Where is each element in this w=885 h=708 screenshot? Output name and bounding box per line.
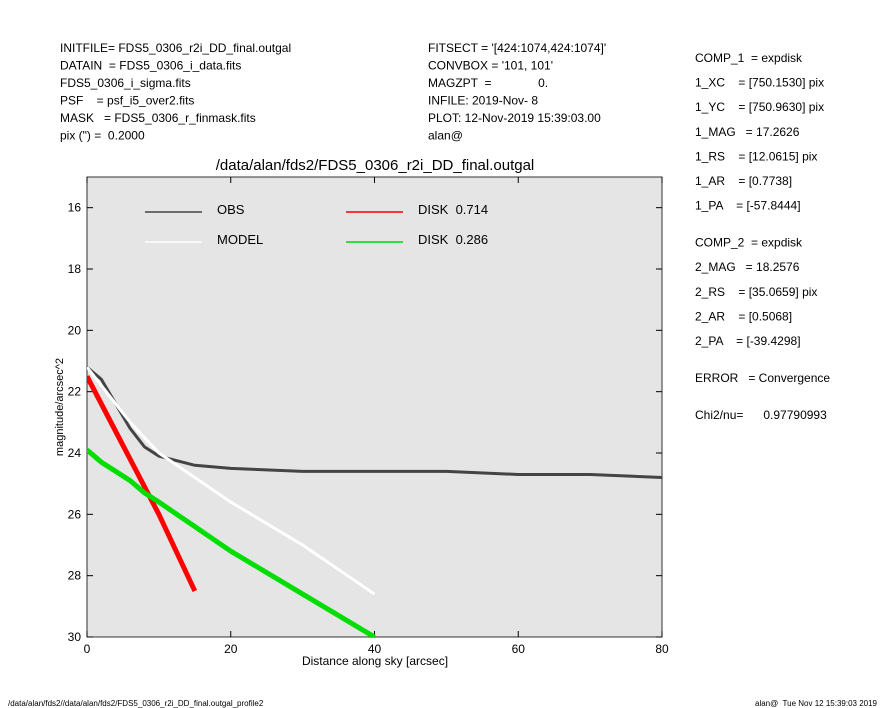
header-line: MASK = FDS5_0306_r_finmask.fits: [60, 111, 256, 125]
header-line: alan@: [428, 129, 463, 143]
legend-label: MODEL: [217, 232, 263, 247]
header-line: PLOT: 12-Nov-2019 15:39:03.00: [428, 111, 601, 125]
fit-param: COMP_2 = expdisk: [695, 236, 803, 250]
x-tick-label: 80: [655, 642, 669, 656]
fit-param: 1_MAG = 17.2626: [695, 125, 800, 139]
header-line: DATAIN = FDS5_0306_i_data.fits: [60, 59, 241, 73]
x-axis-label: Distance along sky [arcsec]: [302, 654, 448, 668]
fit-param: 2_RS = [35.0659] pix: [695, 285, 817, 299]
fit-param: 1_AR = [0.7738]: [695, 174, 792, 188]
y-tick-label: 30: [68, 630, 82, 644]
y-axis-label: magnitude/arcsec^2: [54, 358, 66, 456]
footer-right: alan@ Tue Nov 12 15:39:03 2019: [755, 699, 878, 708]
y-tick-label: 28: [68, 569, 82, 583]
y-tick-label: 16: [68, 201, 82, 215]
fit-param: 2_MAG = 18.2576: [695, 260, 800, 274]
header-line: PSF = psf_i5_over2.fits: [60, 94, 194, 108]
fit-param: Chi2/nu= 0.97790993: [695, 408, 827, 422]
footer-left: /data/alan/fds2//data/alan/fds2/FDS5_030…: [8, 699, 264, 708]
fit-param: 1_YC = [750.9630] pix: [695, 100, 824, 114]
chart-title: /data/alan/fds2/FDS5_0306_r2i_DD_final.o…: [216, 157, 535, 174]
header-line: pix (") = 0.2000: [60, 129, 145, 143]
y-tick-label: 20: [68, 323, 82, 337]
legend-label: OBS: [217, 202, 245, 217]
x-tick-label: 20: [224, 642, 238, 656]
y-tick-label: 18: [68, 262, 82, 276]
legend-label: DISK 0.286: [418, 232, 488, 247]
series-line: [87, 448, 376, 637]
x-tick-label: 60: [512, 642, 526, 656]
fit-param: COMP_1 = expdisk: [695, 51, 803, 65]
x-tick-label: 40: [368, 642, 382, 656]
fit-param: ERROR = Convergence: [695, 371, 830, 385]
y-tick-label: 26: [68, 507, 82, 521]
y-tick-label: 24: [68, 446, 82, 460]
header-line: INFILE: 2019-Nov- 8: [428, 94, 538, 108]
x-tick-label: 0: [84, 642, 91, 656]
fit-param: 1_XC = [750.1530] pix: [695, 76, 824, 90]
fit-param: 1_RS = [12.0615] pix: [695, 149, 817, 163]
fit-param: 2_AR = [0.5068]: [695, 309, 792, 323]
legend-label: DISK 0.714: [418, 202, 488, 217]
y-tick-label: 22: [68, 385, 82, 399]
header-line: MAGZPT = 0.: [428, 76, 548, 90]
fit-param: 1_PA = [-57.8444]: [695, 199, 801, 213]
header-line: FDS5_0306_i_sigma.fits: [60, 76, 191, 90]
header-line: FITSECT = '[424:1074,424:1074]': [428, 41, 606, 55]
header-line: CONVBOX = '101, 101': [428, 59, 553, 73]
plot-area: [86, 176, 663, 638]
series-line: [87, 375, 198, 593]
series-line: [87, 366, 376, 596]
header-line: INITFILE= FDS5_0306_r2i_DD_final.outgal: [60, 41, 291, 55]
fit-param: 2_PA = [-39.4298]: [695, 334, 801, 348]
